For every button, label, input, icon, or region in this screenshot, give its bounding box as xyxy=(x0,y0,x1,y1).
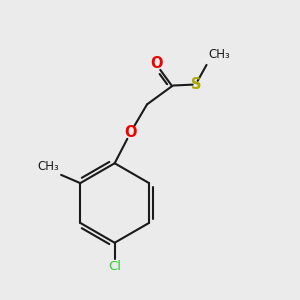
Text: CH₃: CH₃ xyxy=(208,48,230,61)
Text: O: O xyxy=(151,56,163,71)
Text: Cl: Cl xyxy=(108,260,121,273)
Text: S: S xyxy=(191,77,202,92)
Text: O: O xyxy=(124,125,137,140)
Text: CH₃: CH₃ xyxy=(37,160,59,173)
